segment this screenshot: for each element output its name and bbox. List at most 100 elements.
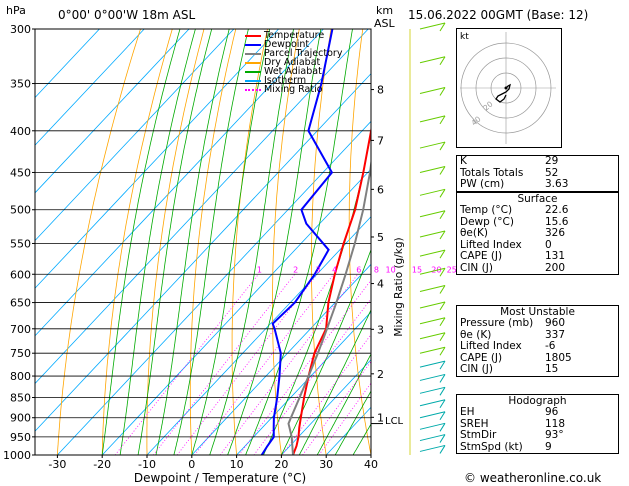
wind-barb xyxy=(419,188,446,196)
wind-barb-flag xyxy=(439,115,446,125)
dry-adiabat xyxy=(57,29,141,455)
legend-swatch xyxy=(245,79,261,82)
temperature-tick-label: 20 xyxy=(274,458,288,471)
legend-item: Isotherm xyxy=(245,76,342,85)
location-title: 0°00' 0°00'W 18m ASL xyxy=(58,8,196,22)
pw-label: PW (cm) xyxy=(460,178,505,190)
isotherm xyxy=(35,73,371,432)
mixing-ratio-label: 4 xyxy=(332,265,337,274)
stmspd-label: StmSpd (kt) xyxy=(460,440,523,453)
temperature-tick-label: 10 xyxy=(230,458,244,471)
pressure-tick-label: 950 xyxy=(10,431,31,444)
k-index-value: 29 xyxy=(545,155,559,167)
mixing-ratio-label: 6 xyxy=(356,265,361,274)
wind-barb-flag xyxy=(439,411,446,420)
km-tick-label: 2 xyxy=(377,368,384,381)
mu-cape-label: CAPE (J) xyxy=(460,351,503,364)
wind-barb-flag xyxy=(439,360,446,370)
wind-barb xyxy=(419,346,446,354)
legend-label: Dewpoint xyxy=(264,39,310,50)
wind-barb xyxy=(419,267,446,275)
temperature-tick-label: -10 xyxy=(138,458,156,471)
isotherm xyxy=(35,29,279,289)
wind-barb-flag xyxy=(439,346,446,356)
wind-barb xyxy=(419,249,446,257)
wind-barb xyxy=(419,22,446,30)
legend-label: Isotherm xyxy=(264,75,307,86)
pressure-tick-label: 850 xyxy=(10,391,31,404)
wet-adiabat xyxy=(173,29,249,455)
wind-barb xyxy=(419,434,446,442)
pressure-tick-label: 600 xyxy=(10,268,31,281)
surface-thetae-label: θe(K) xyxy=(460,227,488,239)
pressure-tick-label: 500 xyxy=(10,204,31,217)
wind-barb xyxy=(419,386,446,394)
mu-cin-value: 15 xyxy=(545,363,559,375)
mixing-ratio-axis-label: Mixing Ratio (g/kg) xyxy=(393,237,405,337)
wind-barb-flag xyxy=(439,423,446,432)
mixing-ratio-line xyxy=(302,360,371,455)
k-index-label: K xyxy=(460,155,467,167)
plot-area xyxy=(35,29,371,455)
mixing-ratio-label: 25 xyxy=(447,265,457,274)
mu-li-value: -6 xyxy=(545,340,556,352)
wind-barb xyxy=(419,141,446,149)
surface-thetae-value: 326 xyxy=(545,227,566,239)
asl-label: ASL xyxy=(374,17,395,30)
legend-swatch xyxy=(245,70,261,73)
surface-li-value: 0 xyxy=(545,238,552,251)
legend-label: Parcel Trajectory xyxy=(264,48,343,59)
pressure-tick-label: 1000 xyxy=(3,449,31,462)
legend-item: Temperature xyxy=(245,31,342,40)
hodograph-trace xyxy=(495,83,511,103)
legend: Temperature Dewpoint Parcel Trajectory Dry … xyxy=(245,31,342,94)
legend-item: Dewpoint xyxy=(245,40,342,49)
surface-cape-value: 131 xyxy=(545,250,566,262)
mixing-ratio-label: 15 xyxy=(412,265,422,274)
legend-label: Wet Adiabat xyxy=(264,66,322,77)
parcel-trajectory-line xyxy=(287,157,371,455)
wind-barb-flag xyxy=(439,285,446,294)
surface-dewp-label: Dewp (°C) xyxy=(460,215,514,228)
wind-barb xyxy=(419,115,446,123)
totals-label: Totals Totals xyxy=(460,166,524,179)
legend-label: Dry Adiabat xyxy=(264,57,321,68)
mixing-ratio-line xyxy=(238,279,371,455)
mixing-ratio-line xyxy=(153,274,296,455)
indices-table: K 29 Totals Totals 52 PW (cm) 3.63 xyxy=(456,155,619,192)
legend-swatch xyxy=(245,43,261,46)
wind-barb-flag xyxy=(439,399,446,408)
wind-barb-flag xyxy=(439,166,446,175)
pressure-tick-label: 800 xyxy=(10,370,31,383)
wind-barb xyxy=(419,285,446,293)
lcl-label: LCL xyxy=(385,416,404,427)
wind-barb-flag xyxy=(439,249,446,259)
wind-barb xyxy=(419,87,446,94)
wet-adiabat xyxy=(119,29,196,455)
pressure-tick-label: 750 xyxy=(10,347,31,360)
isotherm xyxy=(35,29,145,146)
most-unstable-title: Most Unstable xyxy=(500,306,575,318)
legend-item: Mixing Ratio xyxy=(245,85,342,94)
mu-cape-value: 1805 xyxy=(545,351,572,364)
wind-barb xyxy=(419,317,446,325)
dry-adiabat xyxy=(146,29,205,455)
km-tick-label: 1 xyxy=(377,411,384,424)
surface-temp-value: 22.6 xyxy=(545,204,569,216)
mu-thetae-value: 337 xyxy=(545,328,566,341)
wind-barb xyxy=(419,411,446,419)
mixing-ratio-label: 3 xyxy=(316,265,321,274)
legend-item: Wet Adiabat xyxy=(245,67,342,76)
pressure-tick-label: 400 xyxy=(10,125,31,138)
km-tick-label: 4 xyxy=(377,278,384,291)
legend-swatch xyxy=(245,88,261,91)
plot-frame xyxy=(34,28,372,456)
wind-barb-flag xyxy=(439,56,446,65)
sreh-label: SREH xyxy=(460,417,489,430)
isotherm xyxy=(57,120,371,455)
wind-barb-flag xyxy=(439,22,446,32)
wind-barb xyxy=(419,230,446,238)
wind-barb xyxy=(419,373,446,381)
hodograph-unit-label: kt xyxy=(460,32,469,42)
mixing-ratio-label: 10 xyxy=(385,265,395,274)
